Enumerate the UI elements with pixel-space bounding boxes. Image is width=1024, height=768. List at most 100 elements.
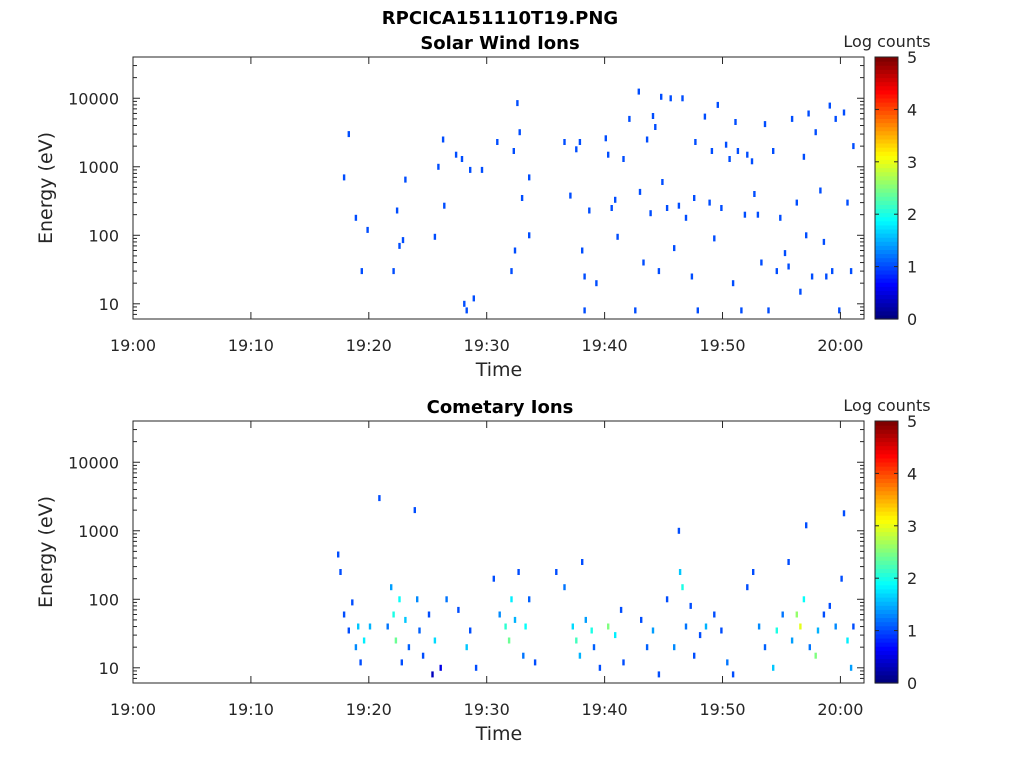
spectrogram-cell <box>673 644 676 651</box>
colorbar-segment <box>875 527 898 533</box>
spectrogram-cell <box>401 237 405 244</box>
colorbar-segment <box>875 212 898 218</box>
colorbar-segment <box>875 159 898 165</box>
colorbar-segment <box>875 278 898 283</box>
colorbar-segment <box>875 61 898 66</box>
spectrogram-cell <box>555 569 558 575</box>
spectrogram-cell <box>673 245 676 252</box>
spectrogram-cell <box>357 623 360 630</box>
colorbar-tick-label: 5 <box>907 412 917 431</box>
colorbar-segment <box>875 646 898 651</box>
colorbar-segment <box>875 478 898 483</box>
spectrogram-cell <box>588 207 591 214</box>
colorbar-segment <box>875 613 898 619</box>
colorbar-segment <box>875 179 898 185</box>
spectrogram-cell <box>480 166 484 173</box>
colorbar-segment <box>875 506 898 512</box>
spectrogram-cell <box>750 158 754 165</box>
figure-filename-title: RPCICA151110T19.PNG <box>382 8 618 29</box>
x-tick-label: 20:00 <box>817 700 863 719</box>
spectrogram-cell <box>578 652 582 659</box>
colorbar-segment <box>875 73 898 79</box>
colorbar-segment <box>875 130 898 136</box>
spectrogram-cell <box>828 102 831 109</box>
spectrogram-cell <box>472 295 475 302</box>
spectrogram-cell <box>510 596 513 603</box>
colorbar-frame <box>874 420 899 684</box>
spectrogram-cell <box>849 664 853 671</box>
spectrogram-cell <box>775 268 778 275</box>
x-tick-label: 19:20 <box>346 700 392 719</box>
spectrogram-cell <box>342 611 346 618</box>
spectrogram-cell <box>571 623 574 630</box>
colorbar-segment <box>875 670 898 676</box>
spectrogram-cell <box>590 627 593 634</box>
spectrogram-cell <box>445 596 448 603</box>
colorbar-segment <box>875 584 898 590</box>
colorbar-tick-label: 2 <box>907 205 917 224</box>
colorbar-segment <box>875 302 898 308</box>
spectrogram-cell <box>831 268 834 275</box>
colorbar-label: Log counts <box>843 32 930 51</box>
colorbar-segment <box>875 192 898 197</box>
spectrogram-cell <box>763 644 767 651</box>
spectrogram-cell <box>781 611 784 618</box>
spectrogram-cell <box>716 101 719 108</box>
colorbar-segment <box>875 85 898 91</box>
colorbar-segment <box>875 261 898 267</box>
spectrogram-cell <box>787 559 790 565</box>
spectrogram-cell <box>772 664 775 671</box>
colorbar-segment <box>875 282 898 287</box>
colorbar-segment <box>875 77 898 83</box>
spectrogram-cell <box>614 196 617 203</box>
colorbar-segment <box>875 122 898 128</box>
colorbar-label: Log counts <box>843 396 930 415</box>
spectrogram-cell <box>787 263 790 270</box>
spectrogram-cell <box>404 616 407 623</box>
colorbar-segment <box>875 449 898 455</box>
spectrogram-cell <box>614 632 617 639</box>
colorbar-segment <box>875 637 898 643</box>
spectrogram-cell <box>734 119 737 125</box>
colorbar-segment <box>875 290 898 296</box>
colorbar-segment <box>875 97 898 103</box>
spectrogram-cell <box>665 596 669 603</box>
colorbar-segment <box>875 114 898 119</box>
spectrogram-cell <box>790 637 794 644</box>
spectrogram-cell <box>752 569 755 575</box>
colorbar-segment <box>875 678 898 684</box>
colorbar-segment <box>875 531 898 537</box>
spectrogram-cell <box>795 611 798 618</box>
spectrogram-cell <box>678 569 682 575</box>
spectrogram-cell <box>696 307 699 314</box>
spectrogram-cell <box>510 268 513 275</box>
colorbar-segment <box>875 138 898 144</box>
colorbar-segment <box>875 269 898 275</box>
spectrogram-cell <box>583 273 586 280</box>
spectrogram-cell <box>427 611 431 618</box>
spectrogram-cell <box>575 637 578 644</box>
spectrogram-cell <box>698 632 702 639</box>
spectrogram-cell <box>651 113 655 119</box>
spectrogram-cell <box>492 575 495 582</box>
spectrogram-cell <box>651 627 655 634</box>
solar-wind-ions-title: Solar Wind Ions <box>420 33 579 54</box>
colorbar-segment <box>875 666 898 672</box>
spectrogram-cell <box>753 191 756 197</box>
spectrogram-cell <box>760 259 763 266</box>
cometary-ions-panel: Cometary Ions Log counts 10100100010000 … <box>35 396 931 745</box>
spectrogram-cell <box>507 637 511 644</box>
colorbar-segment <box>875 556 898 561</box>
spectrogram-cell <box>607 623 610 630</box>
spectrogram-cell <box>740 307 743 314</box>
spectrogram-cell <box>814 129 817 136</box>
colorbar-segment <box>875 126 898 132</box>
spectrogram-cell <box>645 136 649 143</box>
spectrogram-cell <box>496 139 499 145</box>
spectrogram-cell <box>469 627 472 634</box>
x-tick-label: 19:30 <box>464 700 510 719</box>
x-tick-label: 19:00 <box>110 700 156 719</box>
spectrogram-cell <box>642 259 645 266</box>
colorbar-segment <box>875 572 898 578</box>
spectrogram-cell <box>581 559 584 565</box>
